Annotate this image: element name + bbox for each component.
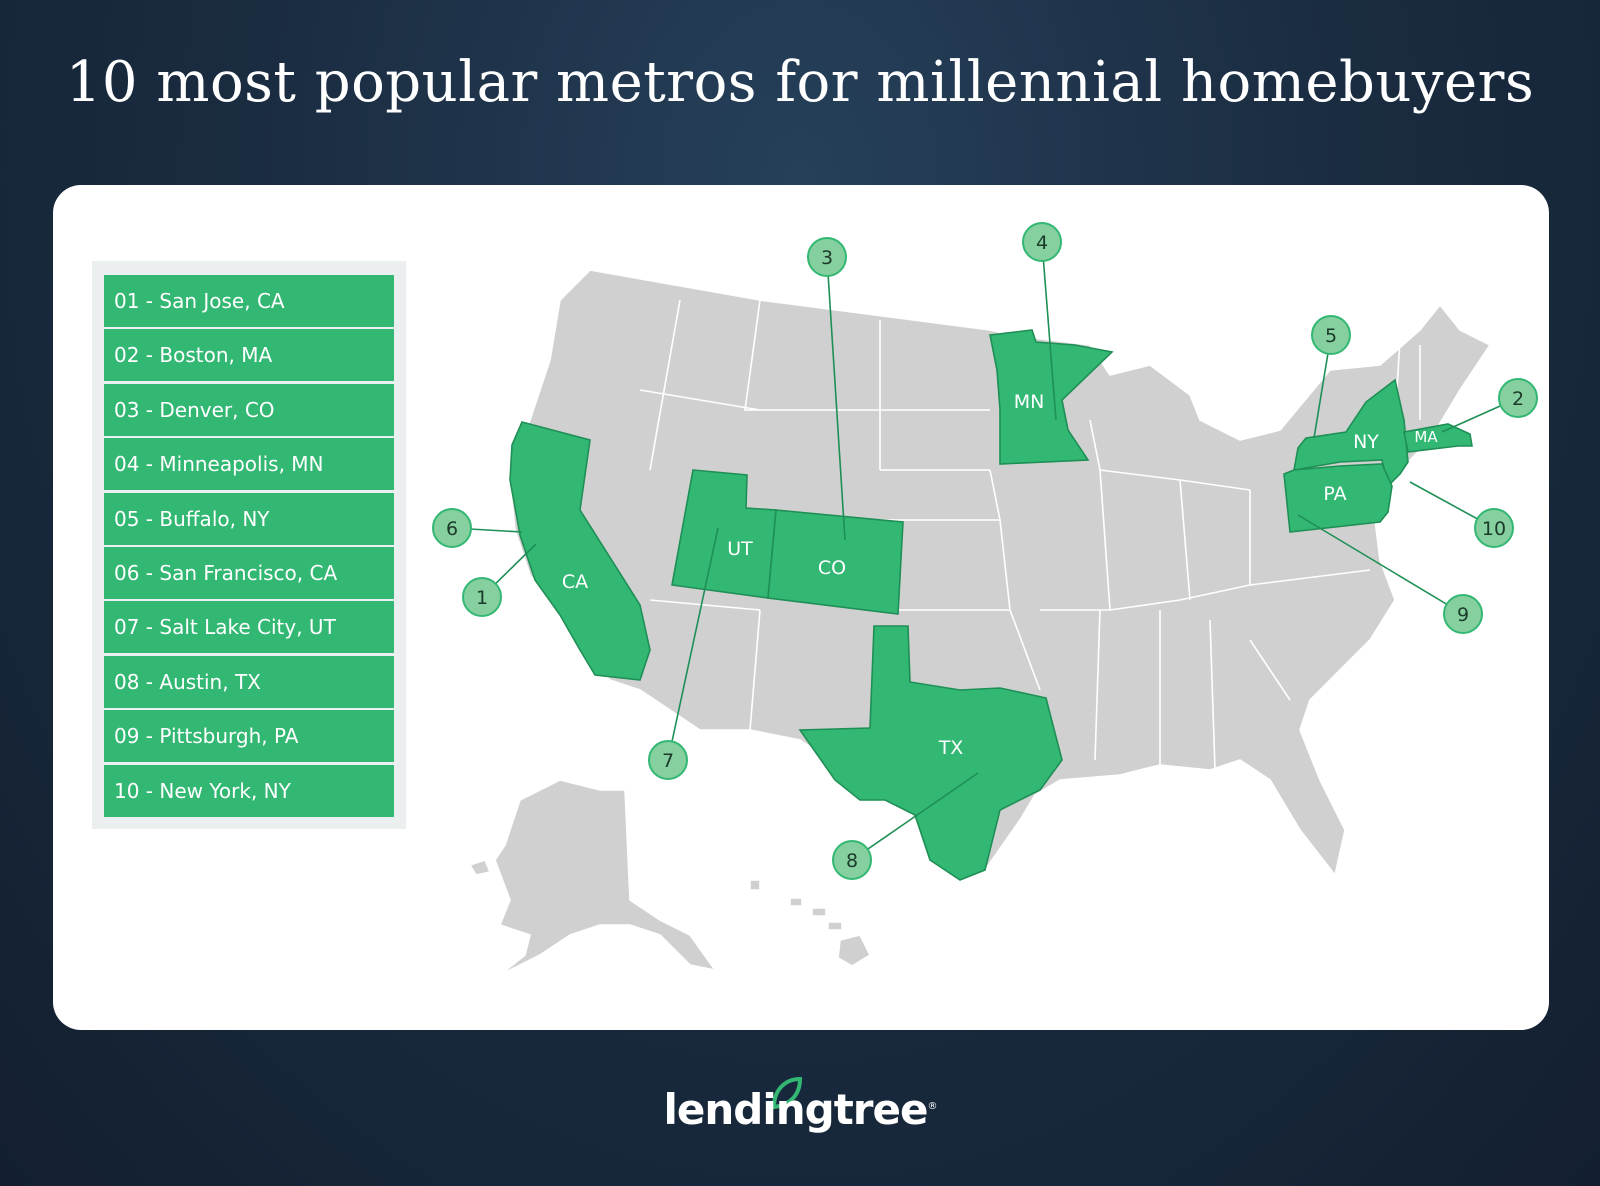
alaska-shape <box>494 779 717 976</box>
legend-item-7: 07 - Salt Lake City, UT <box>104 601 394 654</box>
map-card: 01 - San Jose, CA 02 - Boston, MA 03 - D… <box>53 185 1549 1030</box>
label-ny: NY <box>1353 431 1379 453</box>
svg-text:6: 6 <box>446 518 458 540</box>
marker-1: 1 <box>462 577 502 617</box>
legend-item-9: 09 - Pittsburgh, PA <box>104 710 394 763</box>
legend-item-2: 02 - Boston, MA <box>104 329 394 382</box>
state-mn <box>989 329 1114 465</box>
logo-text: lendingtree <box>663 1085 929 1134</box>
legend-item-8: 08 - Austin, TX <box>104 655 394 708</box>
marker-4: 4 <box>1022 222 1062 262</box>
svg-text:4: 4 <box>1036 232 1048 254</box>
marker-3: 3 <box>807 237 847 277</box>
state-ma <box>1403 423 1473 453</box>
legend-item-6: 06 - San Francisco, CA <box>104 546 394 599</box>
svg-text:10: 10 <box>1482 518 1506 540</box>
label-mn: MN <box>1014 391 1045 413</box>
svg-text:3: 3 <box>821 247 833 269</box>
page-title: 10 most popular metros for millennial ho… <box>65 50 1535 115</box>
us-map: CA UT CO MN NY MA PA TX 1 2 3 4 5 6 7 8 … <box>432 222 1538 976</box>
svg-text:5: 5 <box>1325 325 1337 347</box>
marker-7: 7 <box>648 740 688 780</box>
alaska-island <box>468 859 492 876</box>
metro-legend: 01 - San Jose, CA 02 - Boston, MA 03 - D… <box>92 261 406 829</box>
state-ca <box>509 421 651 681</box>
label-pa: PA <box>1323 483 1346 505</box>
legend-item-4: 04 - Minneapolis, MN <box>104 438 394 491</box>
svg-text:8: 8 <box>846 850 858 872</box>
lendingtree-logo: lendingtree® <box>0 1085 1600 1134</box>
us-base-shape <box>509 269 1492 877</box>
leaf-icon <box>771 1076 803 1110</box>
marker-5: 5 <box>1311 315 1351 355</box>
svg-text:7: 7 <box>662 750 674 772</box>
marker-2: 2 <box>1498 378 1538 418</box>
label-tx: TX <box>938 737 964 759</box>
label-ca: CA <box>562 571 588 593</box>
marker-9: 9 <box>1443 594 1483 634</box>
legend-item-1: 01 - San Jose, CA <box>104 275 394 327</box>
svg-text:1: 1 <box>476 587 488 609</box>
legend-item-10: 10 - New York, NY <box>104 764 394 817</box>
marker-8: 8 <box>832 840 872 880</box>
trademark-symbol: ® <box>927 1101 937 1112</box>
marker-10: 10 <box>1474 508 1514 548</box>
label-ma: MA <box>1414 428 1438 446</box>
legend-item-5: 05 - Buffalo, NY <box>104 492 394 545</box>
svg-text:2: 2 <box>1512 388 1524 410</box>
legend-item-3: 03 - Denver, CO <box>104 383 394 436</box>
svg-text:9: 9 <box>1457 604 1469 626</box>
label-ut: UT <box>727 538 753 560</box>
marker-6: 6 <box>432 508 472 548</box>
label-co: CO <box>818 557 846 579</box>
hawaii-shape <box>749 879 872 967</box>
state-tx <box>798 625 1063 881</box>
state-co <box>767 509 904 615</box>
state-borders <box>639 299 1421 771</box>
